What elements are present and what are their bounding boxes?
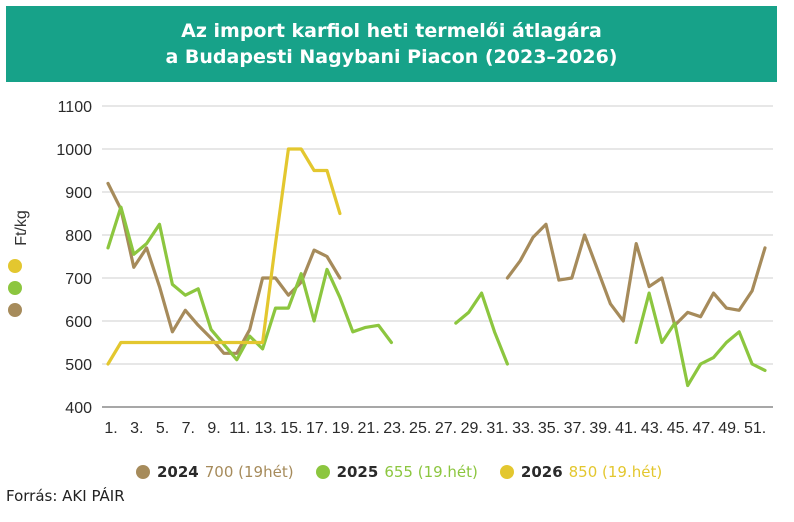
x-tick-5: 5. xyxy=(156,420,169,437)
legend-note-2024: 700 (19hét) xyxy=(204,463,294,481)
y-tick-600: 600 xyxy=(65,314,92,331)
y-axis-label: Ft/kg xyxy=(13,210,30,246)
x-tick-31: 31. xyxy=(486,420,508,437)
series-2025-segment-3 xyxy=(634,291,767,388)
legend-label-2026: 2026 xyxy=(520,463,563,481)
side-legend-markers xyxy=(8,259,22,317)
chart-title: Az import karfiol heti termelői átlagára… xyxy=(6,6,777,82)
y-tick-900: 900 xyxy=(65,185,92,202)
x-tick-45: 45. xyxy=(667,420,689,437)
x-tick-39: 39. xyxy=(589,420,611,437)
y-tick-1000: 1000 xyxy=(56,142,92,159)
x-tick-51: 51. xyxy=(744,420,766,437)
y-tick-500: 500 xyxy=(65,357,92,374)
x-tick-23: 23. xyxy=(383,420,405,437)
series-2026-segment-1 xyxy=(106,147,342,366)
x-tick-17: 17. xyxy=(306,420,328,437)
x-tick-15: 15. xyxy=(280,420,302,437)
y-tick-700: 700 xyxy=(65,271,92,288)
legend: 2024 700 (19hét) 2025 655 (19.hét) 2026 … xyxy=(136,460,684,484)
x-tick-47: 47. xyxy=(692,420,714,437)
legend-note-2025: 655 (19.hét) xyxy=(384,463,478,481)
legend-label-2024: 2024 xyxy=(157,463,199,481)
x-tick-13: 13. xyxy=(254,420,276,437)
x-tick-49: 49. xyxy=(718,420,740,437)
x-tick-29: 29. xyxy=(461,420,483,437)
x-tick-1: 1. xyxy=(104,420,117,437)
y-tick-400: 400 xyxy=(65,400,92,417)
x-tick-21: 21. xyxy=(358,420,380,437)
x-tick-11: 11. xyxy=(229,420,250,437)
grid-lines xyxy=(102,105,773,408)
y-tick-labels: 400 500 600 700 800 900 1000 1100 xyxy=(56,99,92,417)
x-tick-37: 37. xyxy=(564,420,586,437)
x-tick-9: 9. xyxy=(207,420,220,437)
x-tick-33: 33. xyxy=(512,420,534,437)
legend-item-2024: 2024 700 (19hét) xyxy=(136,463,294,481)
legend-marker-2025 xyxy=(315,465,330,479)
x-tick-41: 41. xyxy=(615,420,637,437)
series-lines xyxy=(106,147,767,388)
x-tick-35: 35. xyxy=(538,420,560,437)
legend-item-2025: 2025 655 (19.hét) xyxy=(315,463,478,481)
x-tick-27: 27. xyxy=(435,420,457,437)
x-tick-19: 19. xyxy=(332,420,354,437)
series-2024-segment-1 xyxy=(106,181,342,355)
legend-note-2026: 850 (19.hét) xyxy=(568,463,663,481)
series-2025-segment-1 xyxy=(106,205,393,362)
source-note: Forrás: AKI PÁIR xyxy=(6,487,125,505)
side-marker-2025 xyxy=(8,281,22,295)
series-2024-segment-2 xyxy=(505,222,767,327)
chart-title-line1: Az import karfiol heti termelői átlagára xyxy=(181,20,602,42)
x-tick-43: 43. xyxy=(641,420,663,437)
side-marker-2026 xyxy=(8,259,22,273)
series-2025-segment-2 xyxy=(454,291,509,366)
legend-item-2026: 2026 850 (19.hét) xyxy=(499,463,663,481)
side-marker-2024 xyxy=(8,303,22,317)
x-tick-25: 25. xyxy=(409,420,431,437)
chart-title-line2: a Budapesti Nagybani Piacon (2023–2026) xyxy=(165,46,618,68)
legend-label-2025: 2025 xyxy=(336,463,379,481)
legend-marker-2026 xyxy=(499,465,514,479)
y-tick-1100: 1100 xyxy=(58,99,93,116)
y-tick-800: 800 xyxy=(65,228,92,245)
x-tick-3: 3. xyxy=(130,420,143,437)
legend-marker-2024 xyxy=(136,465,150,479)
x-tick-7: 7. xyxy=(182,420,195,437)
x-tick-labels: 1. 3. 5. 7. 9. 11. 13. 15. 17. 19. 21. 23. 25. 27. 29.… xyxy=(104,420,766,437)
